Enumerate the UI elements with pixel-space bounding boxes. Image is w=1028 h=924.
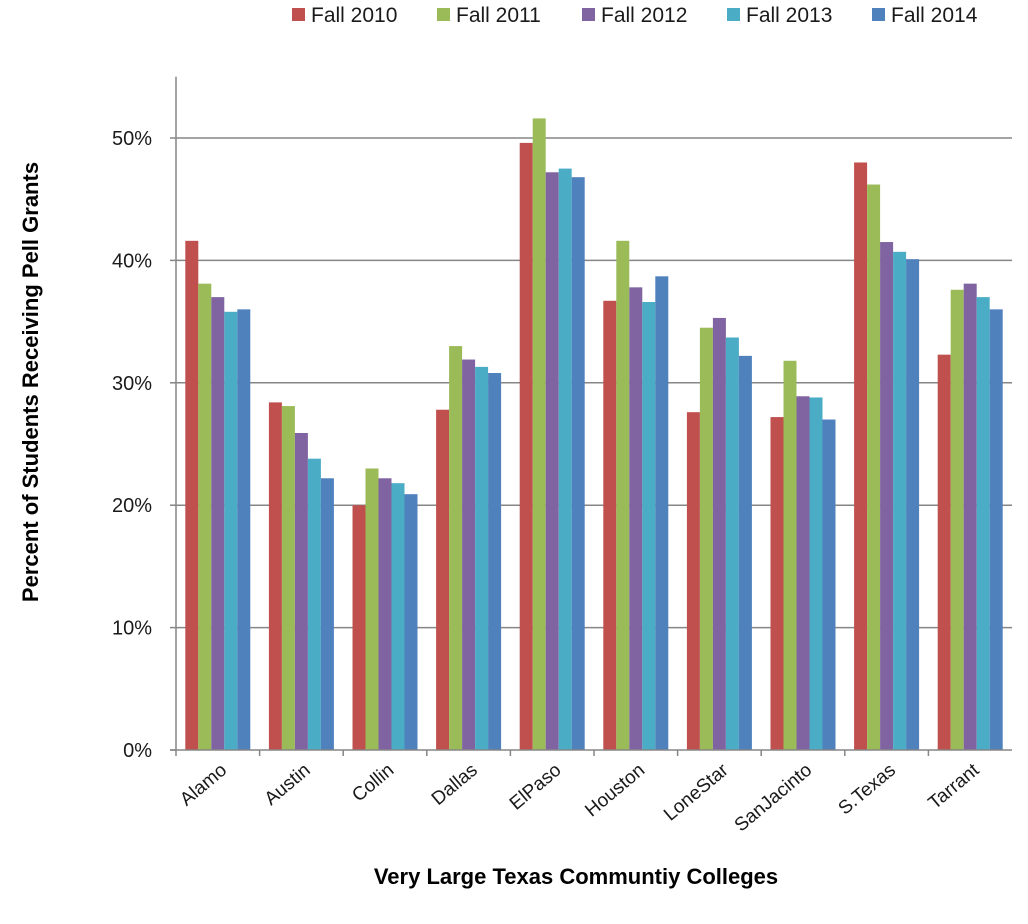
bar bbox=[893, 251, 907, 750]
bar bbox=[488, 373, 502, 750]
legend-label: Fall 2012 bbox=[601, 4, 687, 27]
bar bbox=[571, 177, 585, 751]
bar bbox=[558, 168, 572, 751]
bar bbox=[699, 327, 713, 750]
bar bbox=[950, 289, 964, 750]
bar bbox=[198, 283, 212, 750]
bar bbox=[963, 283, 977, 750]
x-tick-label: Austin bbox=[261, 760, 315, 810]
bar bbox=[237, 309, 251, 750]
bar bbox=[854, 162, 868, 751]
legend-swatch bbox=[872, 8, 885, 21]
x-tick-label: Houston bbox=[581, 760, 649, 822]
y-tick-label: 10% bbox=[112, 618, 152, 640]
legend-label: Fall 2010 bbox=[311, 4, 397, 27]
bar bbox=[809, 397, 823, 750]
bar bbox=[906, 259, 920, 750]
bar bbox=[867, 184, 881, 751]
legend-swatch bbox=[727, 8, 740, 21]
bar bbox=[545, 172, 559, 751]
bar bbox=[725, 337, 739, 750]
bar bbox=[770, 417, 784, 750]
y-tick-label: 0% bbox=[123, 740, 152, 762]
x-axis-labels: Alamo Austin Collin Dallas ElPaso Houston Lone… bbox=[176, 759, 984, 836]
bar bbox=[532, 118, 546, 750]
bar bbox=[211, 297, 225, 750]
legend: Fall 2010 Fall 2011 Fall 2012 Fall 2013 Fall… bbox=[292, 4, 978, 27]
bar bbox=[937, 354, 951, 750]
bar bbox=[738, 355, 752, 750]
legend-swatch bbox=[292, 8, 305, 21]
bar bbox=[365, 468, 379, 750]
y-tick-label: 30% bbox=[112, 373, 152, 395]
bar bbox=[224, 311, 238, 750]
bar bbox=[378, 478, 392, 750]
y-tick-label: 50% bbox=[112, 128, 152, 150]
x-axis-title: Very Large Texas Communtiy Colleges bbox=[374, 864, 778, 889]
bars bbox=[175, 118, 1003, 756]
bar bbox=[976, 297, 990, 750]
bar bbox=[686, 412, 700, 750]
bar bbox=[352, 505, 366, 750]
x-tick-label: Dallas bbox=[428, 760, 482, 810]
bar bbox=[603, 300, 617, 750]
x-tick-label: SanJacinto bbox=[731, 760, 817, 837]
bar bbox=[185, 240, 199, 751]
bar bbox=[783, 360, 797, 750]
x-tick-label: Alamo bbox=[176, 760, 231, 811]
legend-label: Fall 2014 bbox=[891, 4, 978, 27]
bar bbox=[320, 478, 334, 750]
y-tick-label: 20% bbox=[112, 495, 152, 517]
y-tick-label: 40% bbox=[112, 250, 152, 272]
bar bbox=[449, 346, 463, 750]
bar bbox=[475, 366, 489, 750]
bar bbox=[519, 142, 533, 750]
bar bbox=[391, 483, 405, 750]
axes bbox=[170, 76, 1012, 751]
bar bbox=[989, 309, 1003, 750]
x-tick-label: S.Texas bbox=[835, 760, 900, 820]
bar bbox=[268, 402, 282, 750]
x-tick-label: ElPaso bbox=[506, 760, 566, 815]
bar bbox=[307, 458, 321, 750]
legend-swatch bbox=[582, 8, 595, 21]
bar bbox=[629, 287, 643, 750]
bar bbox=[462, 359, 476, 750]
bar bbox=[436, 409, 450, 750]
bar bbox=[404, 494, 418, 750]
bar bbox=[642, 302, 656, 750]
bar bbox=[655, 276, 669, 750]
x-tick-label: LoneStar bbox=[660, 759, 733, 825]
legend-label: Fall 2011 bbox=[456, 4, 541, 27]
bar bbox=[616, 240, 630, 751]
bar bbox=[712, 317, 726, 750]
legend-swatch bbox=[437, 8, 450, 21]
legend-label: Fall 2013 bbox=[746, 4, 832, 27]
y-axis-ticks: 0% 10% 20% 30% 40% 50% bbox=[112, 128, 176, 762]
y-axis-title: Percent of Students Receiving Pell Grant… bbox=[18, 162, 43, 602]
x-tick-label: Collin bbox=[348, 760, 398, 807]
bar bbox=[294, 432, 308, 750]
x-tick-label: Tarrant bbox=[925, 759, 984, 814]
bar bbox=[880, 242, 894, 751]
bar bbox=[822, 419, 836, 750]
bar bbox=[281, 406, 295, 750]
bar bbox=[796, 396, 810, 750]
